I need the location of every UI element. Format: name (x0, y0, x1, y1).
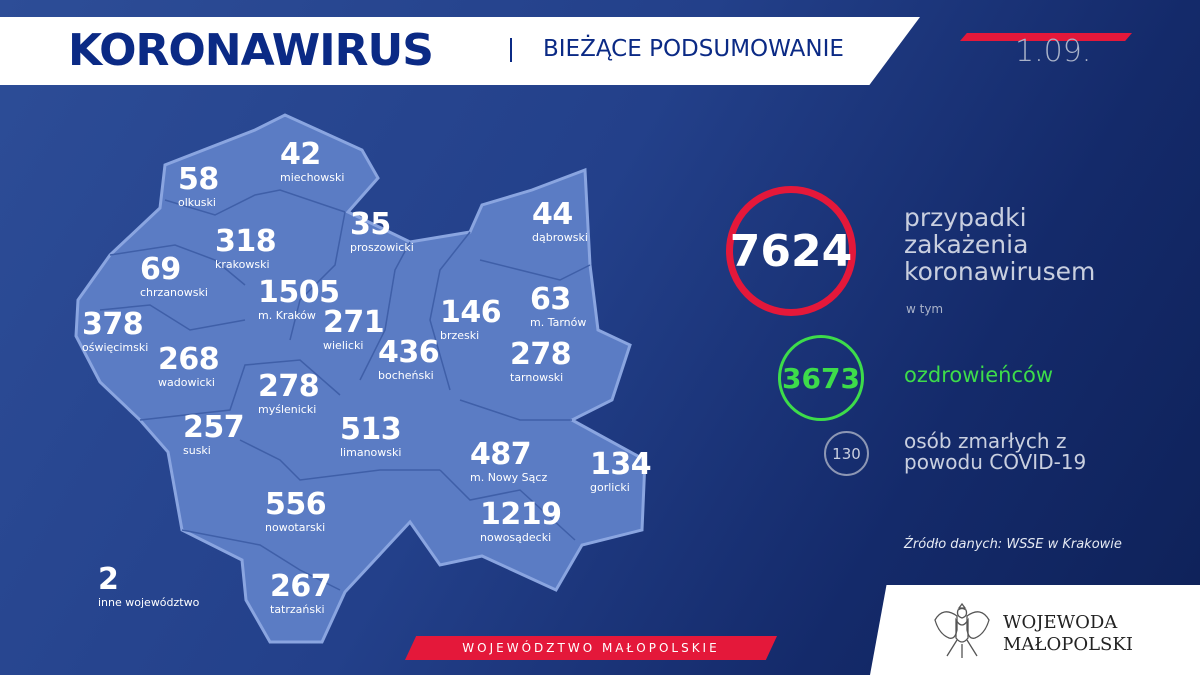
data-source: Źródło danych: WSSE w Krakowie (904, 537, 1122, 552)
divider (510, 38, 512, 62)
district-nowotarski: 556 nowotarski (265, 487, 327, 534)
district-olkuski: 58 olkuski (178, 162, 219, 209)
district-miechowski: 42 miechowski (280, 137, 345, 184)
other-voivodeship: 2 inne województwo (98, 562, 200, 609)
district-oswiecimski: 378 oświęcimski (82, 307, 149, 354)
region-banner: WOJEWÓDZTWO MAŁOPOLSKIE (405, 636, 777, 660)
district-proszowicki: 35 proszowicki (350, 207, 414, 254)
district-tatrzanski: 267 tatrzański (270, 569, 332, 616)
deaths-label: osób zmarłych z powodu COVID-19 (904, 429, 1087, 475)
date: 1.09. (1015, 34, 1092, 69)
cases-note: w tym (906, 302, 944, 316)
polish-eagle-emblem-icon (934, 602, 990, 658)
district-chrzanowski: 69 chrzanowski (140, 252, 208, 299)
district-krakowski: 318 krakowski (215, 224, 277, 271)
district-krakow: 1505 m. Kraków (258, 275, 340, 322)
recovered-circle: 3673 (778, 335, 864, 421)
district-bochenski: 436 bocheński (378, 335, 440, 382)
district-wielicki: 271 wielicki (323, 305, 385, 352)
district-tarnowski: 278 tarnowski (510, 337, 572, 384)
district-nowosadecki: 1219 nowosądecki (480, 497, 562, 544)
district-dabrowski: 44 dąbrowski (532, 197, 588, 244)
district-limanowski: 513 limanowski (340, 412, 402, 459)
logo-panel (870, 585, 1200, 675)
header-band (0, 17, 920, 85)
district-suski: 257 suski (183, 410, 245, 457)
cases-label: przypadki zakażenia koronawirusem (904, 203, 1096, 286)
deaths-circle: 130 (824, 431, 869, 476)
district-nowy-sacz: 487 m. Nowy Sącz (470, 437, 548, 484)
logo-text: WOJEWODA MAŁOPOLSKI (1003, 612, 1133, 655)
recovered-label: ozdrowieńców (904, 363, 1054, 387)
district-borders (99, 189, 591, 591)
district-myslenicki: 278 myślenicki (258, 369, 320, 416)
district-gorlicki: 134 gorlicki (590, 447, 652, 494)
district-tarnow: 63 m. Tarnów (530, 282, 587, 329)
page-title: KORONAWIRUS (68, 25, 434, 76)
cases-circle: 7624 (726, 186, 856, 316)
accent-bar (960, 33, 1132, 41)
page-subtitle: BIEŻĄCE PODSUMOWANIE (543, 36, 844, 62)
district-wadowicki: 268 wadowicki (158, 342, 220, 389)
district-brzeski: 146 brzeski (440, 295, 502, 342)
